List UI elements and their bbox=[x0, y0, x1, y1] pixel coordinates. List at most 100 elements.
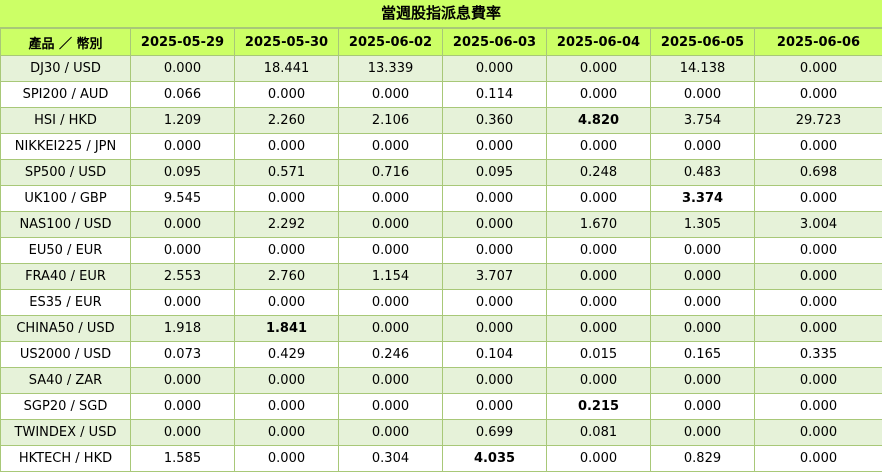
rate-cell: 0.000 bbox=[235, 82, 339, 108]
rate-cell: 0.000 bbox=[547, 290, 651, 316]
rate-cell: 0.095 bbox=[131, 160, 235, 186]
column-header-product: 產品 ／ 幣別 bbox=[1, 29, 131, 56]
rate-cell: 0.000 bbox=[443, 394, 547, 420]
rate-cell: 0.215 bbox=[547, 394, 651, 420]
rate-cell: 0.000 bbox=[651, 368, 755, 394]
rate-cell: 0.000 bbox=[339, 316, 443, 342]
rate-cell: 1.670 bbox=[547, 212, 651, 238]
product-cell: TWINDEX / USD bbox=[1, 420, 131, 446]
rate-cell: 0.483 bbox=[651, 160, 755, 186]
rate-cell: 1.305 bbox=[651, 212, 755, 238]
product-cell: SP500 / USD bbox=[1, 160, 131, 186]
header-row: 產品 ／ 幣別 2025-05-29 2025-05-30 2025-06-02… bbox=[1, 29, 882, 56]
rate-cell: 0.000 bbox=[755, 82, 882, 108]
rate-cell: 4.820 bbox=[547, 108, 651, 134]
rate-cell: 0.000 bbox=[235, 368, 339, 394]
rate-cell: 1.209 bbox=[131, 108, 235, 134]
product-cell: CHINA50 / USD bbox=[1, 316, 131, 342]
rate-cell: 0.000 bbox=[339, 134, 443, 160]
product-cell: EU50 / EUR bbox=[1, 238, 131, 264]
rate-cell: 0.000 bbox=[131, 368, 235, 394]
column-header-date: 2025-06-02 bbox=[339, 29, 443, 56]
rate-cell: 0.000 bbox=[547, 82, 651, 108]
product-cell: HKTECH / HKD bbox=[1, 446, 131, 472]
rate-cell: 0.000 bbox=[547, 134, 651, 160]
rate-cell: 0.829 bbox=[651, 446, 755, 472]
rate-cell: 0.000 bbox=[443, 186, 547, 212]
product-cell: FRA40 / EUR bbox=[1, 264, 131, 290]
rate-cell: 9.545 bbox=[131, 186, 235, 212]
rate-cell: 0.000 bbox=[339, 186, 443, 212]
rate-cell: 3.707 bbox=[443, 264, 547, 290]
rate-cell: 0.000 bbox=[235, 134, 339, 160]
rate-cell: 0.246 bbox=[339, 342, 443, 368]
rate-cell: 0.000 bbox=[651, 82, 755, 108]
rate-cell: 0.000 bbox=[131, 56, 235, 82]
rate-cell: 0.000 bbox=[443, 290, 547, 316]
rate-cell: 0.114 bbox=[443, 82, 547, 108]
rate-cell: 0.360 bbox=[443, 108, 547, 134]
rate-cell: 0.000 bbox=[651, 290, 755, 316]
rate-cell: 0.304 bbox=[339, 446, 443, 472]
rate-cell: 14.138 bbox=[651, 56, 755, 82]
rate-cell: 4.035 bbox=[443, 446, 547, 472]
rate-cell: 0.000 bbox=[339, 212, 443, 238]
rate-cell: 0.104 bbox=[443, 342, 547, 368]
rate-cell: 2.292 bbox=[235, 212, 339, 238]
product-cell: SGP20 / SGD bbox=[1, 394, 131, 420]
rate-cell: 0.000 bbox=[547, 368, 651, 394]
rate-cell: 0.000 bbox=[235, 290, 339, 316]
rate-cell: 0.000 bbox=[547, 316, 651, 342]
rate-cell: 0.081 bbox=[547, 420, 651, 446]
rate-cell: 0.000 bbox=[443, 56, 547, 82]
rate-cell: 2.760 bbox=[235, 264, 339, 290]
rate-cell: 0.000 bbox=[235, 446, 339, 472]
rate-cell: 3.754 bbox=[651, 108, 755, 134]
rate-cell: 0.000 bbox=[651, 316, 755, 342]
rate-cell: 0.000 bbox=[131, 420, 235, 446]
rate-cell: 0.000 bbox=[755, 264, 882, 290]
rate-cell: 0.095 bbox=[443, 160, 547, 186]
product-cell: SPI200 / AUD bbox=[1, 82, 131, 108]
rate-cell: 0.000 bbox=[755, 394, 882, 420]
rate-cell: 0.000 bbox=[235, 238, 339, 264]
rate-cell: 0.015 bbox=[547, 342, 651, 368]
rate-cell: 0.000 bbox=[443, 134, 547, 160]
rate-cell: 0.335 bbox=[755, 342, 882, 368]
rate-cell: 0.000 bbox=[443, 368, 547, 394]
rate-cell: 0.000 bbox=[755, 134, 882, 160]
rate-cell: 0.000 bbox=[755, 238, 882, 264]
product-cell: UK100 / GBP bbox=[1, 186, 131, 212]
rate-cell: 0.000 bbox=[547, 56, 651, 82]
rate-cell: 0.000 bbox=[131, 212, 235, 238]
rate-cell: 3.004 bbox=[755, 212, 882, 238]
rate-cell: 0.000 bbox=[547, 264, 651, 290]
rate-cell: 0.000 bbox=[339, 368, 443, 394]
rate-cell: 0.429 bbox=[235, 342, 339, 368]
rate-cell: 0.248 bbox=[547, 160, 651, 186]
rate-cell: 0.000 bbox=[235, 186, 339, 212]
rate-cell: 0.000 bbox=[443, 238, 547, 264]
rate-cell: 0.000 bbox=[443, 316, 547, 342]
rate-cell: 0.699 bbox=[443, 420, 547, 446]
rate-cell: 0.000 bbox=[339, 420, 443, 446]
rate-cell: 0.000 bbox=[131, 238, 235, 264]
rate-cell: 0.571 bbox=[235, 160, 339, 186]
product-cell: NAS100 / USD bbox=[1, 212, 131, 238]
rate-cell: 18.441 bbox=[235, 56, 339, 82]
dividend-rate-table: 產品 ／ 幣別 2025-05-29 2025-05-30 2025-06-02… bbox=[0, 28, 882, 472]
rate-cell: 0.000 bbox=[131, 134, 235, 160]
rate-cell: 0.000 bbox=[235, 420, 339, 446]
rate-cell: 0.000 bbox=[235, 394, 339, 420]
rate-cell: 0.066 bbox=[131, 82, 235, 108]
